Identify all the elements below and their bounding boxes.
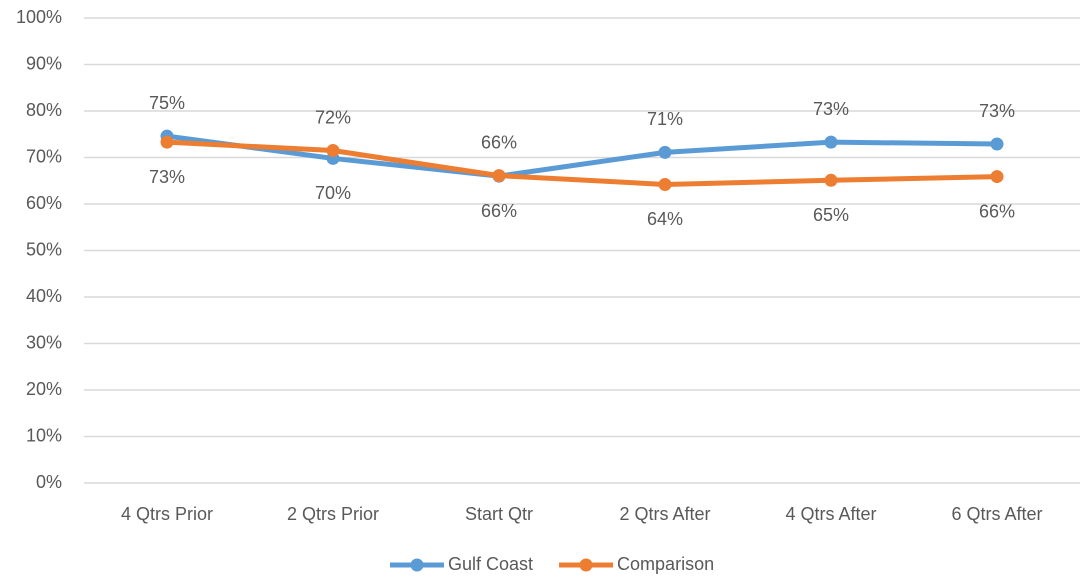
y-tick-label: 90% [26,53,62,73]
y-tick-label: 20% [26,379,62,399]
y-tick-label: 70% [26,146,62,166]
y-tick-label: 50% [26,239,62,259]
y-tick-label: 30% [26,332,62,352]
data-label: 71% [647,109,683,129]
y-tick-label: 40% [26,286,62,306]
x-tick-label: 6 Qtrs After [951,504,1042,524]
y-tick-label: 80% [26,100,62,120]
data-label: 75% [149,93,185,113]
point [658,145,672,159]
data-label: 73% [813,99,849,119]
series-line [166,139,998,187]
x-tick-label: 2 Qtrs After [619,504,710,524]
x-tick-label: Start Qtr [465,504,533,524]
point [824,173,838,187]
series-line [166,133,998,179]
data-label: 73% [979,101,1015,121]
data-label: 66% [979,201,1015,221]
x-tick-label: 2 Qtrs Prior [287,504,379,524]
data-label: 66% [481,132,517,152]
data-label: 70% [315,183,351,203]
x-tick-label: 4 Qtrs Prior [121,504,213,524]
point [990,170,1004,184]
point [990,137,1004,151]
y-tick-label: 60% [26,193,62,213]
legend-marker [410,558,424,572]
legend-marker [579,558,593,572]
x-tick-label: 4 Qtrs After [785,504,876,524]
data-label: 65% [813,205,849,225]
y-tick-label: 10% [26,425,62,445]
legend-label: Gulf Coast [448,554,533,574]
point [824,135,838,149]
point [492,169,506,183]
data-label: 72% [315,107,351,127]
legend-label: Comparison [617,554,714,574]
y-tick-label: 100% [16,7,62,27]
point [160,135,174,149]
data-label: 73% [149,167,185,187]
y-tick-label: 0% [36,472,62,492]
point [326,144,340,158]
point [658,177,672,191]
data-label: 64% [647,209,683,229]
data-label: 66% [481,201,517,221]
